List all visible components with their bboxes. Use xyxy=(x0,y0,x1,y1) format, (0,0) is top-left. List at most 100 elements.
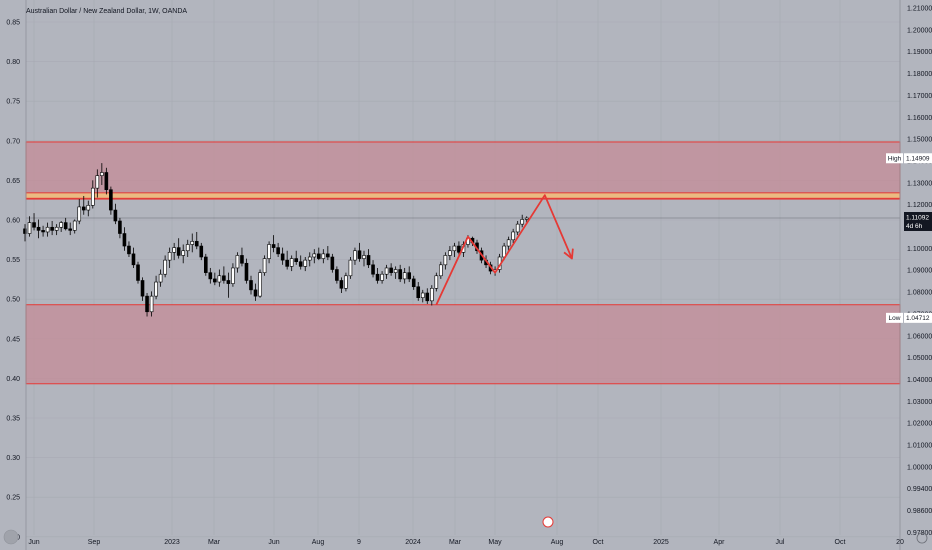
right-tick-label: 1.09000 xyxy=(907,268,932,275)
candle-body xyxy=(91,187,95,206)
x-tick-label: Jul xyxy=(776,539,785,546)
tradingview-logo-icon xyxy=(3,529,19,545)
x-tick-label: May xyxy=(488,539,502,546)
candle-body xyxy=(371,264,375,275)
projection-arrow xyxy=(435,194,574,306)
candle-body xyxy=(190,241,195,245)
candle-body xyxy=(439,264,443,277)
candle-body xyxy=(154,281,158,297)
low-label-value: 1.04712 xyxy=(906,315,930,322)
right-tick-label: 1.06000 xyxy=(907,333,932,340)
right-tick-label: 0.98600 xyxy=(907,508,932,515)
left-tick-label: 0.55 xyxy=(6,257,20,264)
candle-body xyxy=(267,244,271,259)
candle-body xyxy=(384,267,389,275)
candle-body xyxy=(448,250,452,256)
candle-body xyxy=(429,287,434,302)
x-tick-label: Aug xyxy=(551,539,564,546)
candle-body xyxy=(45,226,50,233)
candle-body xyxy=(217,275,222,283)
candle-body xyxy=(307,256,312,261)
high-label-name: High xyxy=(888,156,902,163)
left-tick-label: 0.30 xyxy=(6,455,20,462)
candle-body xyxy=(515,223,520,233)
candle-body xyxy=(122,233,127,247)
candle-body xyxy=(289,258,294,267)
candle-body xyxy=(303,259,308,267)
left-tick-label: 0.25 xyxy=(6,495,20,502)
candle-body xyxy=(95,175,100,189)
high-label-name-bg xyxy=(886,153,903,164)
candle-body xyxy=(240,255,244,264)
candle-body xyxy=(402,272,407,280)
candle-body xyxy=(104,172,109,191)
candle-body xyxy=(407,272,412,280)
x-tick-label: Aug xyxy=(312,539,325,546)
candle-body xyxy=(185,244,190,252)
candle-body xyxy=(366,255,371,266)
left-tick-label: 0.45 xyxy=(6,336,20,343)
x-tick-label: Mar xyxy=(449,539,462,546)
left-tick-label: 0.50 xyxy=(6,297,20,304)
candle-body xyxy=(312,253,317,258)
x-tick-label: Oct xyxy=(593,539,604,546)
candle-body xyxy=(344,275,348,289)
x-tick-label: Apr xyxy=(714,539,726,546)
current-price-countdown: 4d 6h xyxy=(906,223,923,230)
candle-body xyxy=(127,245,131,255)
right-tick-label: 1.15000 xyxy=(907,137,932,144)
right-tick-label: 1.20000 xyxy=(907,27,932,34)
x-tick-label: 2025 xyxy=(653,539,669,546)
right-tick-label: 0.99400 xyxy=(907,486,932,493)
candle-body xyxy=(339,280,344,289)
candle-body xyxy=(213,278,217,283)
candle-body xyxy=(362,255,366,259)
left-tick-label: 0.75 xyxy=(6,99,20,106)
candle-body xyxy=(63,222,68,230)
candle-body xyxy=(398,269,402,280)
candle-body xyxy=(330,256,335,270)
candle-body xyxy=(27,222,32,234)
candle-body xyxy=(276,247,280,255)
candle-body xyxy=(140,280,145,297)
chart-title: Australian Dollar / New Zealand Dollar, … xyxy=(26,8,187,15)
right-tick-label: 1.04000 xyxy=(907,377,932,384)
candle-body xyxy=(348,259,353,277)
candle-body xyxy=(524,217,529,220)
right-tick-label: 1.02000 xyxy=(907,421,932,428)
candle-body xyxy=(204,256,208,273)
left-tick-label: 0.85 xyxy=(6,20,20,27)
x-tick-label: 2023 xyxy=(164,539,180,546)
right-tick-label: 1.08000 xyxy=(907,290,932,297)
candle-body xyxy=(72,220,77,231)
right-tick-label: 1.03000 xyxy=(907,399,932,406)
right-tick-label: 1.13000 xyxy=(907,180,932,187)
left-tick-label: 0.35 xyxy=(6,416,20,423)
candle-body xyxy=(149,295,154,313)
candle-body xyxy=(113,209,118,222)
candle-body xyxy=(208,272,213,280)
candle-body xyxy=(506,239,511,247)
candle-body xyxy=(262,258,267,273)
left-tick-label: 0.60 xyxy=(6,218,20,225)
candle-body xyxy=(452,245,457,252)
candle-body xyxy=(167,252,172,261)
low-label-name-bg xyxy=(886,312,903,323)
candle-body xyxy=(77,206,82,222)
candle-body xyxy=(172,247,176,253)
candle-body xyxy=(271,244,276,248)
candle-body xyxy=(145,295,149,313)
candle-body xyxy=(136,264,140,281)
arrow-head-icon xyxy=(563,248,574,260)
candle-body xyxy=(411,278,416,288)
left-tick-label: 0.40 xyxy=(6,376,20,383)
candle-body xyxy=(316,253,321,259)
tradingview-logo-icon xyxy=(3,516,928,545)
candle-body xyxy=(68,228,72,231)
candle-body xyxy=(353,250,357,261)
candle-body xyxy=(100,172,104,176)
